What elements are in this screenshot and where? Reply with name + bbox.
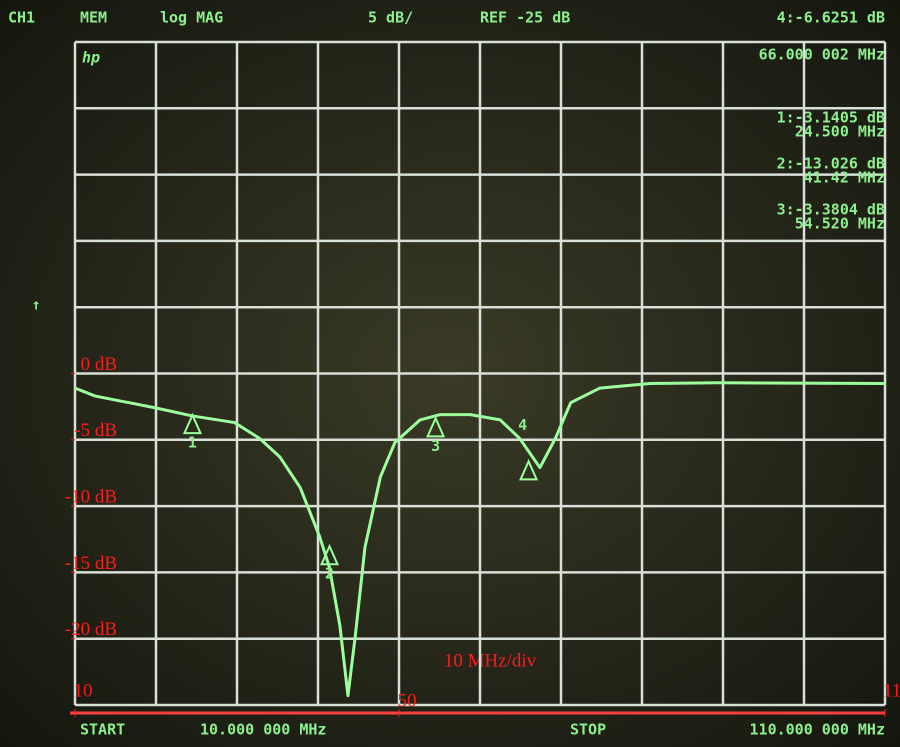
readout-value: 1:-3.1405 dB: [777, 109, 885, 127]
y-tick-label: -15 dB: [65, 553, 117, 574]
readout-freq: 24.500 MHz: [795, 123, 885, 141]
stop-label: STOP: [570, 721, 606, 739]
x-tick-label: 110: [883, 680, 900, 701]
channel: CH1: [8, 9, 35, 27]
readout-freq: 54.520 MHz: [795, 215, 885, 233]
marker-label: 4: [518, 416, 527, 434]
y-tick-label: 0 dB: [81, 354, 117, 375]
marker: [182, 412, 202, 435]
ref-arrow: ↑: [31, 296, 40, 314]
stop: 110.000 000 MHz: [750, 721, 885, 739]
y-tick-label: -5 dB: [74, 420, 117, 441]
marker: [426, 415, 446, 438]
format: log MAG: [160, 9, 223, 27]
readout-value: 3:-3.3804 dB: [777, 201, 885, 219]
start: 10.000 000 MHz: [200, 721, 326, 739]
active-marker: 4:-6.6251 dB: [777, 9, 885, 27]
readout-value: 2:-13.026 dB: [777, 155, 885, 173]
marker-label: 3: [431, 437, 440, 455]
marker-label: 1: [188, 434, 197, 452]
x-annotation: 10 MHz/div: [444, 650, 537, 671]
trace: [74, 381, 886, 698]
marker: [519, 458, 539, 481]
reference: REF -25 dB: [480, 9, 570, 27]
logo: hp: [82, 49, 100, 67]
mode: MEM: [80, 9, 107, 27]
scale: 5 dB/: [368, 9, 413, 27]
y-tick-label: -10 dB: [65, 486, 117, 507]
y-tick-label: -20 dB: [65, 619, 117, 640]
x-tick-label: 50: [398, 690, 417, 711]
x-tick-label: 10: [74, 680, 93, 701]
marker-label: 2: [325, 565, 334, 583]
start-label: START: [80, 721, 125, 739]
active-freq: 66.000 002 MHz: [759, 46, 885, 64]
readout-freq: 41.42 MHz: [804, 169, 885, 187]
marker: [319, 543, 340, 566]
